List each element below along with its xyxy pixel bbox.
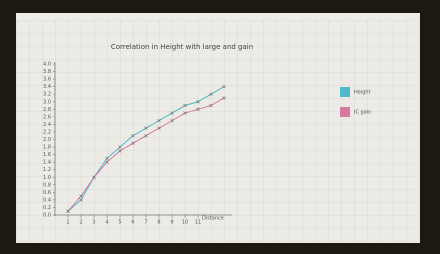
y-tick-label: 1.8 bbox=[43, 145, 51, 151]
x-tick-label: 8 bbox=[157, 220, 160, 226]
y-tick-label: 0.8 bbox=[43, 182, 51, 188]
y-tick-label: 2.4 bbox=[43, 122, 51, 128]
y-tick-label: 1.6 bbox=[43, 152, 51, 158]
legend-swatch bbox=[340, 87, 350, 97]
y-tick-label: 2.6 bbox=[43, 114, 51, 120]
y-tick-label: 3.8 bbox=[43, 69, 51, 75]
x-tick-label: 4 bbox=[105, 220, 108, 226]
x-tick-label: 1 bbox=[66, 220, 69, 226]
y-tick-label: 1.4 bbox=[43, 160, 51, 166]
x-tick-label: 5 bbox=[118, 220, 121, 226]
y-tick-label: 2.0 bbox=[43, 137, 51, 143]
y-tick-label: 3.2 bbox=[43, 92, 51, 98]
y-tick-label: 3.4 bbox=[43, 84, 51, 90]
y-tick-label: 2.2 bbox=[43, 129, 51, 135]
y-tick-label: 0.2 bbox=[43, 205, 51, 211]
y-tick-label: 3.6 bbox=[43, 77, 51, 83]
x-tick-label: 7 bbox=[144, 220, 147, 226]
x-tick-label: 3 bbox=[92, 220, 95, 226]
y-tick-label: 3.0 bbox=[43, 99, 51, 105]
legend-swatch bbox=[340, 107, 350, 117]
x-tick-label: 2 bbox=[79, 220, 82, 226]
y-tick-label: 2.8 bbox=[43, 107, 51, 113]
y-tick-label: 0.0 bbox=[43, 213, 51, 219]
x-tick-label: 11 bbox=[195, 220, 201, 226]
x-tick-label: 6 bbox=[131, 220, 134, 226]
x-tick-label: 10 bbox=[182, 220, 188, 226]
y-tick-label: 0.4 bbox=[43, 197, 51, 203]
photo: Correlation in Height with large and gai… bbox=[0, 0, 440, 254]
x-tick-label: 9 bbox=[170, 220, 173, 226]
graph-paper-grid bbox=[16, 20, 420, 243]
y-tick-label: 0.6 bbox=[43, 190, 51, 196]
chart-title: Correlation in Height with large and gai… bbox=[111, 43, 253, 51]
legend-label: Height bbox=[354, 90, 371, 96]
legend-label: IC gain bbox=[354, 110, 371, 116]
y-tick-label: 1.2 bbox=[43, 167, 51, 173]
y-tick-label: 1.0 bbox=[43, 175, 51, 181]
x-axis-label: Distance bbox=[202, 216, 224, 222]
y-tick-label: 4.0 bbox=[43, 62, 51, 68]
